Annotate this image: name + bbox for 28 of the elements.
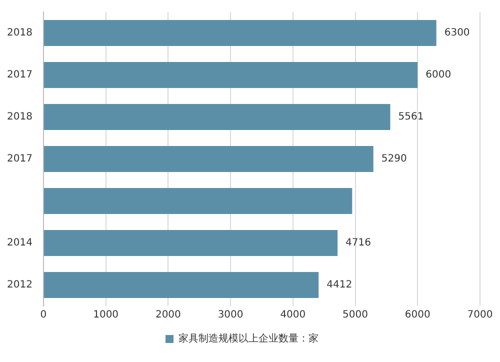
data-label: 5290	[381, 154, 407, 165]
bar	[44, 272, 319, 298]
x-tick-label: 1000	[93, 310, 119, 321]
bar	[44, 20, 436, 46]
bar	[44, 230, 338, 256]
y-tick-label: 2014	[6, 238, 32, 249]
x-tick-label: 0	[40, 310, 47, 321]
x-tick-label: 3000	[218, 310, 244, 321]
data-label: 6300	[444, 28, 470, 39]
data-label: 6000	[426, 70, 452, 81]
legend-label: 家具制造规模以上企业数量：家	[178, 332, 318, 345]
bar	[44, 146, 374, 172]
bar	[44, 104, 390, 130]
x-tick-label: 6000	[404, 310, 430, 321]
y-tick-label: 2018	[6, 28, 32, 39]
data-label: 4716	[346, 238, 372, 249]
data-label: 4412	[326, 280, 352, 291]
y-tick-label: 2017	[6, 70, 32, 81]
y-tick-label: 2012	[6, 280, 32, 291]
bar	[44, 62, 418, 88]
data-label: 5561	[398, 112, 424, 123]
x-tick-label: 2000	[155, 310, 181, 321]
x-tick-label: 4000	[280, 310, 306, 321]
x-tick-label: 7000	[467, 310, 493, 321]
y-tick-label: 2018	[6, 112, 32, 123]
bar	[44, 188, 352, 214]
y-tick-label: 2017	[6, 154, 32, 165]
x-tick-label: 5000	[342, 310, 368, 321]
